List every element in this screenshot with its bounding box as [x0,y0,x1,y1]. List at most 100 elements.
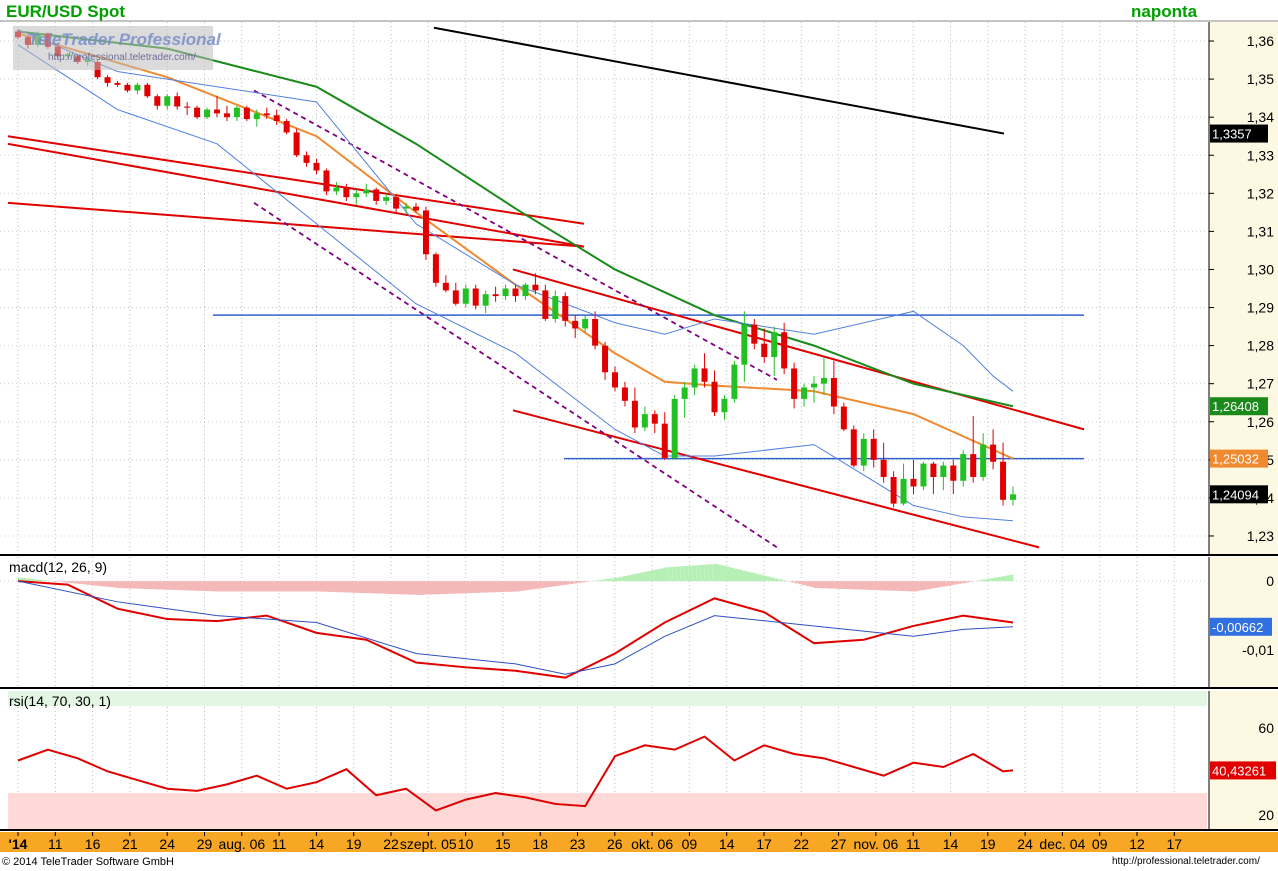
macd-histogram-bar [265,581,269,592]
macd-histogram-bar [886,581,890,591]
macd-histogram-bar [750,572,755,582]
macd-histogram-bar [623,576,627,582]
macd-histogram-bar [277,581,281,592]
macd-histogram-bar [798,581,803,585]
rsi-value-label-bg [1210,761,1276,780]
macd-histogram-bar [249,581,253,592]
macd-histogram-bar [316,581,321,592]
macd-histogram-bar [241,581,245,592]
macd-histogram-bar [774,578,779,582]
value-label: 1,26408 [1212,399,1259,414]
macd-histogram-bar [519,581,524,591]
candle-body [880,459,887,477]
macd-histogram-bar [98,581,102,586]
macd-histogram-bar [181,581,186,591]
macd-histogram-bar [758,574,763,582]
macd-histogram-bar [718,564,723,582]
macd-histogram-bar [185,581,190,591]
candle-body [592,318,599,346]
candle-body [194,107,201,118]
price-axis-bg [1209,22,1278,555]
candle-body [333,187,340,192]
macd-histogram-bar [913,581,918,592]
date-tick-label: 10 [458,836,474,852]
macd-histogram-bar [577,581,582,583]
macd-histogram-bar [30,578,34,582]
price-tick-label: 1,35 [1247,71,1274,87]
macd-histogram-bar [535,581,540,589]
candle-body [562,296,569,321]
macd-histogram-bar [102,581,106,587]
date-tick-label: 12 [1129,836,1145,852]
channel-line [512,268,1085,431]
macd-histogram-bar [672,566,677,582]
value-label-bg [1210,397,1268,416]
macd-histogram-bar [356,581,361,593]
macd-histogram-bar [153,581,158,590]
candle-body [253,113,260,120]
macd-histogram-bar [46,580,50,582]
date-tick-label: 11 [48,836,63,852]
date-tick-label: 21 [122,836,138,852]
price-tick-label: 1,29 [1247,300,1274,316]
macd-histogram-bar [573,581,578,584]
macd-histogram-bar [858,581,862,590]
candle-body [383,197,390,201]
date-tick-label: 14 [309,836,325,852]
macd-histogram-bar [1005,575,1010,582]
macd-histogram-bar [714,563,719,582]
candle-body [214,109,220,114]
candle-body [164,96,171,106]
macd-histogram-bar [229,581,233,592]
candle-body [542,290,549,319]
candle-body [791,368,798,399]
macd-histogram-bar [957,581,962,584]
macd-histogram-bar [436,581,440,595]
candle-body [114,82,121,85]
macd-histogram-bar [404,581,409,595]
macd-tick-label: -0,01 [1242,642,1274,658]
date-tick-label: nov. 06 [853,836,898,852]
macd-histogram-bar [635,573,639,582]
macd-histogram-bar [754,573,759,582]
macd-histogram-bar [961,581,966,584]
channel-line [7,142,585,248]
candle-body [761,343,768,358]
macd-histogram-bar [496,581,500,593]
macd-histogram-bar [58,581,62,582]
macd-histogram-bar [766,576,771,582]
macd-histogram-bar [559,581,564,586]
candle-body [413,206,419,211]
candle-body [472,288,479,306]
date-tick-label: 14 [943,836,959,852]
candle-body [781,332,788,369]
date-tick-label: okt. 06 [631,836,673,852]
macd-histogram-bar [376,581,381,594]
price-tick-label: 1,32 [1247,185,1274,201]
macd-histogram-bar [953,581,958,585]
macd-histogram-bar [854,581,858,590]
chart-period: naponta [1131,2,1198,21]
macd-signal-line [17,580,1014,675]
macd-histogram-bar [894,581,898,591]
date-tick-label: 22 [383,836,399,852]
macd-histogram-bar [388,581,393,594]
macd-histogram-bar [826,581,830,589]
date-tick-label: 27 [831,836,847,852]
macd-histogram-bar [149,581,154,590]
candle-body [572,320,579,329]
macd-histogram-bar [189,581,194,591]
candle-body [711,381,718,413]
candle-body [353,193,360,198]
macd-histogram-bar [941,581,946,587]
macd-histogram-bar [770,577,775,582]
candle-body [492,294,499,297]
macd-histogram-bar [597,580,602,582]
macd-histogram-bar [539,581,544,589]
macd-histogram-bar [619,576,623,582]
candle-body [910,478,917,487]
candle-body [621,387,628,401]
price-tick-label: 1,27 [1247,376,1274,392]
macd-histogram-bar [372,581,377,594]
macd-histogram-bar [428,581,432,595]
